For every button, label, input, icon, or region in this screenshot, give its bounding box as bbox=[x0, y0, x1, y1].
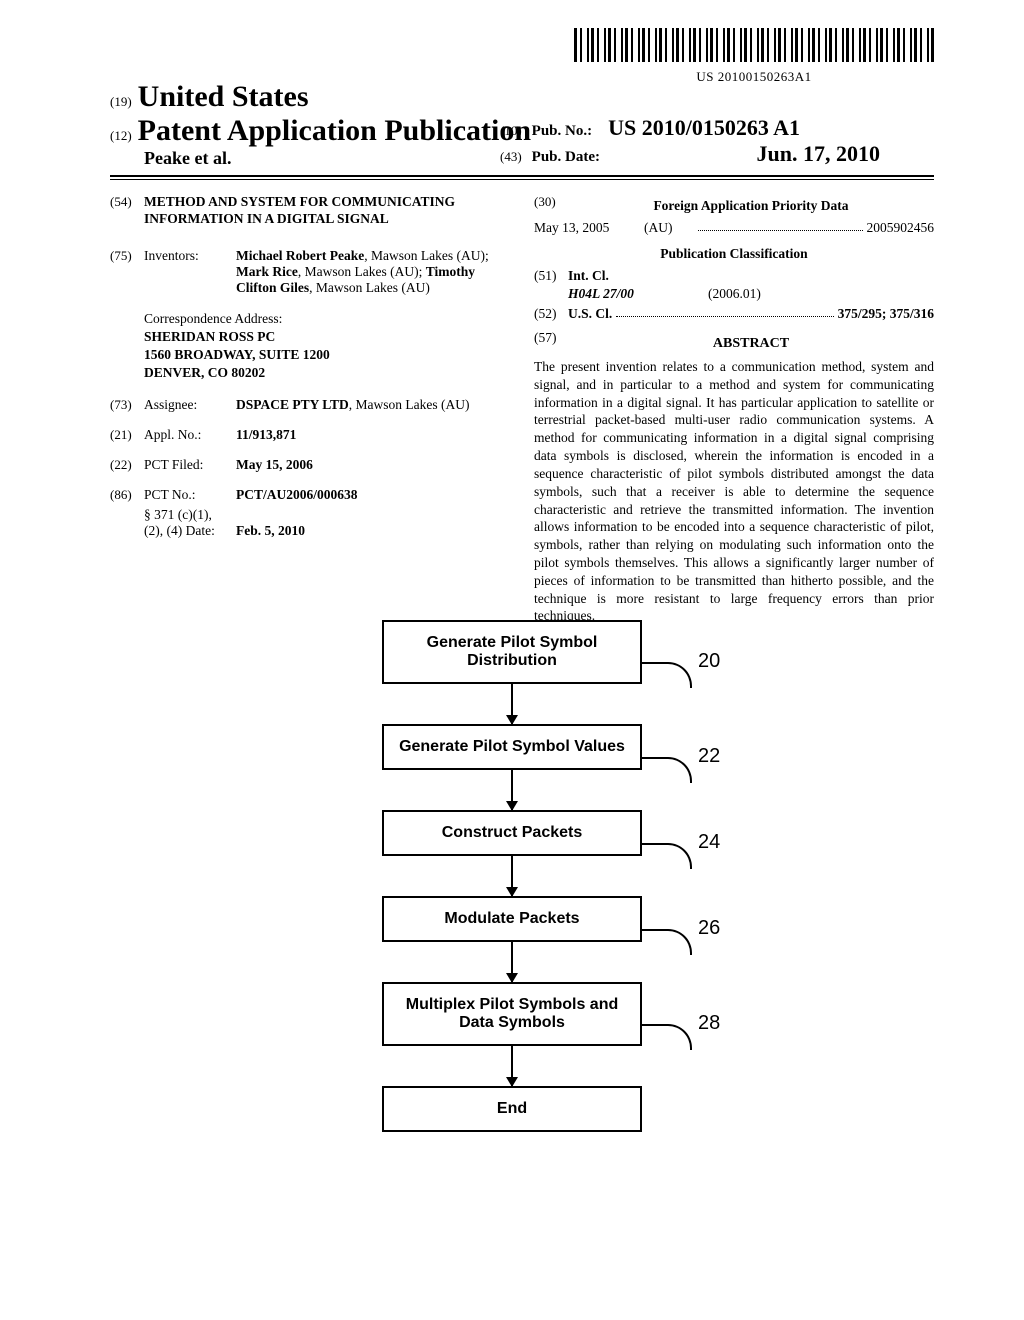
pctfiled-label: PCT Filed: bbox=[144, 457, 236, 473]
flowchart-step: Generate Pilot Symbol Distribution20 bbox=[382, 620, 642, 684]
flowchart-arrow bbox=[511, 1046, 513, 1086]
assignee: DSPACE PTY LTD, Mawson Lakes (AU) bbox=[236, 397, 510, 413]
flowchart-ref-number: 20 bbox=[698, 650, 720, 673]
code-75: (75) bbox=[110, 248, 144, 296]
corresp-addr1: 1560 BROADWAY, SUITE 1200 bbox=[144, 346, 510, 364]
dots bbox=[698, 220, 863, 231]
code-43: (43) bbox=[500, 149, 522, 164]
flowchart-ref: 24 bbox=[642, 833, 720, 859]
flowchart-box: End bbox=[382, 1086, 642, 1132]
dots bbox=[616, 306, 833, 317]
right-column: (30) Foreign Application Priority Data M… bbox=[534, 194, 934, 625]
flowchart-box: Construct Packets bbox=[382, 810, 642, 856]
abstract-text: The present invention relates to a commu… bbox=[534, 358, 934, 625]
s371-label: § 371 (c)(1), (2), (4) Date: bbox=[144, 507, 236, 539]
flowchart-step: Multiplex Pilot Symbols and Data Symbols… bbox=[382, 982, 642, 1046]
code-10: (10) bbox=[500, 123, 522, 138]
s371-date: Feb. 5, 2010 bbox=[236, 523, 510, 539]
uscl-value: 375/295; 375/316 bbox=[838, 306, 934, 322]
authors-line: Peake et al. bbox=[144, 148, 231, 169]
flowchart-step: End bbox=[382, 1086, 642, 1132]
intcl-label: Int. Cl. bbox=[568, 268, 934, 284]
flowchart-ref-number: 26 bbox=[698, 917, 720, 940]
flowchart: Generate Pilot Symbol Distribution20Gene… bbox=[0, 620, 1024, 1132]
flowchart-box: Generate Pilot Symbol Values bbox=[382, 724, 642, 770]
code-30: (30) bbox=[534, 194, 568, 220]
flowchart-step: Modulate Packets26 bbox=[382, 896, 642, 942]
flowchart-box: Modulate Packets bbox=[382, 896, 642, 942]
pubclass-heading: Publication Classification bbox=[534, 246, 934, 262]
corresp-name: SHERIDAN ROSS PC bbox=[144, 328, 510, 346]
code-51: (51) bbox=[534, 268, 568, 284]
code-54: (54) bbox=[110, 194, 144, 228]
assignee-label: Assignee: bbox=[144, 397, 236, 413]
flowchart-box: Multiplex Pilot Symbols and Data Symbols bbox=[382, 982, 642, 1046]
doc-type-title: Patent Application Publication bbox=[138, 114, 531, 148]
applno-label: Appl. No.: bbox=[144, 427, 236, 443]
code-52: (52) bbox=[534, 306, 568, 322]
flowchart-ref: 28 bbox=[642, 1014, 720, 1040]
patent-page: US 20100150263A1 (19) United States (12)… bbox=[0, 0, 1024, 1320]
flowchart-ref-number: 22 bbox=[698, 745, 720, 768]
right-header: (10) Pub. No.: US 2010/0150263 A1 (43) P… bbox=[500, 115, 880, 167]
corresp-label: Correspondence Address: bbox=[144, 310, 510, 328]
flowchart-arrow bbox=[511, 770, 513, 810]
pubdate-label: Pub. Date: bbox=[532, 149, 600, 165]
code-57: (57) bbox=[534, 330, 568, 358]
pctno-label: PCT No.: bbox=[144, 487, 236, 503]
abstract-heading: ABSTRACT bbox=[568, 336, 934, 352]
foreign-country: (AU) bbox=[644, 220, 694, 236]
foreign-date: May 13, 2005 bbox=[534, 220, 644, 236]
appl-number: 11/913,871 bbox=[236, 427, 510, 443]
flowchart-ref: 22 bbox=[642, 747, 720, 773]
code-73: (73) bbox=[110, 397, 144, 413]
left-column: (54) METHOD AND SYSTEM FOR COMMUNICATING… bbox=[110, 194, 510, 625]
country-title: United States bbox=[138, 80, 309, 114]
foreign-heading: Foreign Application Priority Data bbox=[568, 198, 934, 214]
flowchart-arrow bbox=[511, 942, 513, 982]
code-86: (86) bbox=[110, 487, 144, 503]
code-21: (21) bbox=[110, 427, 144, 443]
code-22: (22) bbox=[110, 457, 144, 473]
flowchart-step: Generate Pilot Symbol Values22 bbox=[382, 724, 642, 770]
intcl-class: H04L 27/00 bbox=[568, 286, 708, 302]
columns: (54) METHOD AND SYSTEM FOR COMMUNICATING… bbox=[110, 194, 934, 625]
code-19: (19) bbox=[110, 94, 132, 110]
divider-thin bbox=[110, 179, 934, 180]
correspondence: Correspondence Address: SHERIDAN ROSS PC… bbox=[144, 310, 510, 383]
barcode-block: US 20100150263A1 bbox=[574, 28, 934, 85]
pct-number: PCT/AU2006/000638 bbox=[236, 487, 510, 503]
flowchart-box: Generate Pilot Symbol Distribution bbox=[382, 620, 642, 684]
divider-thick bbox=[110, 175, 934, 177]
pub-number: US 2010/0150263 A1 bbox=[608, 115, 800, 140]
barcode-text: US 20100150263A1 bbox=[574, 69, 934, 85]
flowchart-arrow bbox=[511, 856, 513, 896]
intcl-year: (2006.01) bbox=[708, 286, 761, 302]
inventors-label: Inventors: bbox=[144, 248, 236, 296]
code-12: (12) bbox=[110, 128, 132, 144]
uscl-label: U.S. Cl. bbox=[568, 306, 612, 322]
foreign-row: May 13, 2005 (AU) 2005902456 bbox=[534, 220, 934, 236]
flowchart-ref-number: 28 bbox=[698, 1012, 720, 1035]
pubno-label: Pub. No.: bbox=[532, 123, 592, 139]
pub-date: Jun. 17, 2010 bbox=[757, 141, 880, 167]
foreign-app-number: 2005902456 bbox=[867, 220, 935, 236]
corresp-addr2: DENVER, CO 80202 bbox=[144, 364, 510, 382]
pct-filed-date: May 15, 2006 bbox=[236, 457, 510, 473]
flowchart-ref-number: 24 bbox=[698, 831, 720, 854]
barcode bbox=[574, 28, 934, 62]
flowchart-ref: 26 bbox=[642, 919, 720, 945]
invention-title: METHOD AND SYSTEM FOR COMMUNICATING INFO… bbox=[144, 194, 510, 228]
inventors: Michael Robert Peake, Mawson Lakes (AU);… bbox=[236, 248, 510, 296]
flowchart-arrow bbox=[511, 684, 513, 724]
flowchart-ref: 20 bbox=[642, 652, 720, 678]
flowchart-step: Construct Packets24 bbox=[382, 810, 642, 856]
